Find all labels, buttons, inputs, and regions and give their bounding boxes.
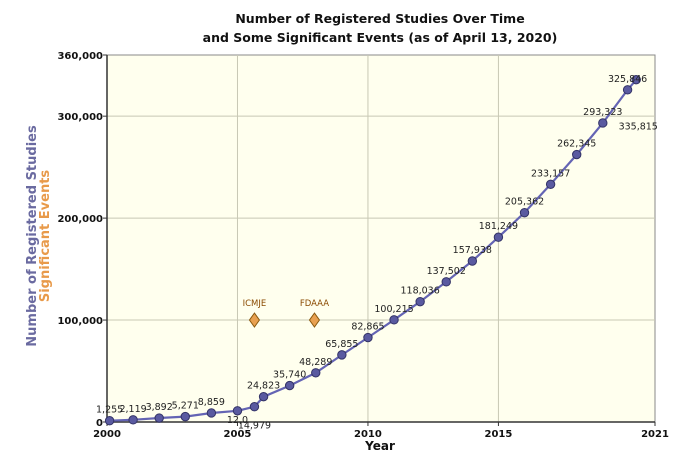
data-point bbox=[154, 413, 164, 423]
data-point bbox=[232, 406, 243, 416]
data-label: 48,289 bbox=[299, 357, 332, 368]
chart-title-line1: Number of Registered Studies Over Time bbox=[235, 11, 524, 26]
x-axis-label: Year bbox=[364, 439, 395, 453]
data-label: 181,249 bbox=[479, 221, 518, 232]
y-tick-label: 200,000 bbox=[57, 214, 103, 225]
data-point bbox=[598, 118, 608, 128]
y-axis-label-events: Significant Events bbox=[38, 170, 53, 303]
data-point bbox=[284, 380, 295, 391]
data-label: 118,036 bbox=[400, 286, 439, 297]
data-label: 24,823 bbox=[247, 381, 280, 392]
data-label: 335,815 bbox=[619, 122, 658, 133]
data-point bbox=[311, 368, 321, 378]
data-markers bbox=[104, 74, 641, 426]
x-tick-label: 2000 bbox=[93, 429, 121, 440]
data-point bbox=[104, 416, 115, 426]
data-point bbox=[519, 207, 530, 218]
data-label: 1,255 bbox=[96, 405, 123, 416]
data-point bbox=[415, 296, 425, 307]
x-tick-label: 2010 bbox=[354, 429, 382, 440]
data-point bbox=[363, 332, 373, 343]
data-label: 233,157 bbox=[531, 168, 570, 179]
chart-title-line2: and Some Significant Events (as of April… bbox=[203, 30, 558, 45]
data-point bbox=[622, 85, 633, 95]
data-point bbox=[631, 74, 641, 85]
data-point bbox=[258, 391, 269, 402]
data-label: 3,892 bbox=[146, 402, 173, 413]
data-label: 14,979 bbox=[238, 421, 271, 432]
event-markers: ICMJE FDAAA bbox=[243, 299, 329, 328]
data-label: 205,362 bbox=[505, 197, 544, 208]
data-point bbox=[441, 277, 451, 287]
tick-labels: 2000 2005 2010 2015 2021 0 100,000 200,000 300,0… bbox=[57, 51, 668, 440]
y-tick-label: 300,000 bbox=[57, 112, 103, 123]
data-point bbox=[545, 179, 556, 190]
data-point bbox=[337, 350, 347, 360]
x-tick-label: 2005 bbox=[224, 429, 252, 440]
data-point bbox=[572, 149, 582, 160]
data-point bbox=[206, 408, 217, 418]
data-point bbox=[493, 232, 504, 242]
x-tick-label: 2021 bbox=[641, 429, 669, 440]
data-label: 65,855 bbox=[325, 339, 358, 350]
data-label: 325,846 bbox=[608, 74, 647, 85]
data-label: 2,119 bbox=[119, 404, 146, 415]
data-label: 262,345 bbox=[557, 139, 596, 150]
data-label: 8,859 bbox=[198, 397, 225, 408]
data-label: 82,865 bbox=[351, 322, 384, 333]
y-tick-label: 0 bbox=[96, 418, 103, 429]
event-diamond bbox=[308, 312, 321, 328]
data-label: 12,0 bbox=[227, 415, 248, 426]
plot-area bbox=[106, 54, 656, 423]
data-label: 137,502 bbox=[427, 266, 466, 277]
data-point bbox=[128, 415, 138, 425]
event-diamond bbox=[248, 312, 261, 328]
data-label: 100,215 bbox=[374, 304, 413, 315]
y-axis-label: Number of Registered Studies bbox=[25, 125, 40, 347]
y-tick-label: 100,000 bbox=[57, 316, 103, 327]
event-label: ICMJE bbox=[243, 299, 267, 309]
data-point bbox=[467, 256, 478, 266]
data-label: 293,323 bbox=[583, 107, 622, 118]
y-tick-label: 360,000 bbox=[57, 51, 103, 62]
event-label: FDAAA bbox=[300, 299, 329, 309]
data-point bbox=[180, 411, 190, 422]
data-label: 157,938 bbox=[453, 245, 492, 256]
data-point bbox=[389, 315, 399, 325]
data-label: 35,740 bbox=[273, 370, 306, 381]
data-label: 5,271 bbox=[172, 401, 199, 412]
x-tick-label: 2015 bbox=[485, 429, 513, 440]
data-point bbox=[249, 402, 260, 412]
